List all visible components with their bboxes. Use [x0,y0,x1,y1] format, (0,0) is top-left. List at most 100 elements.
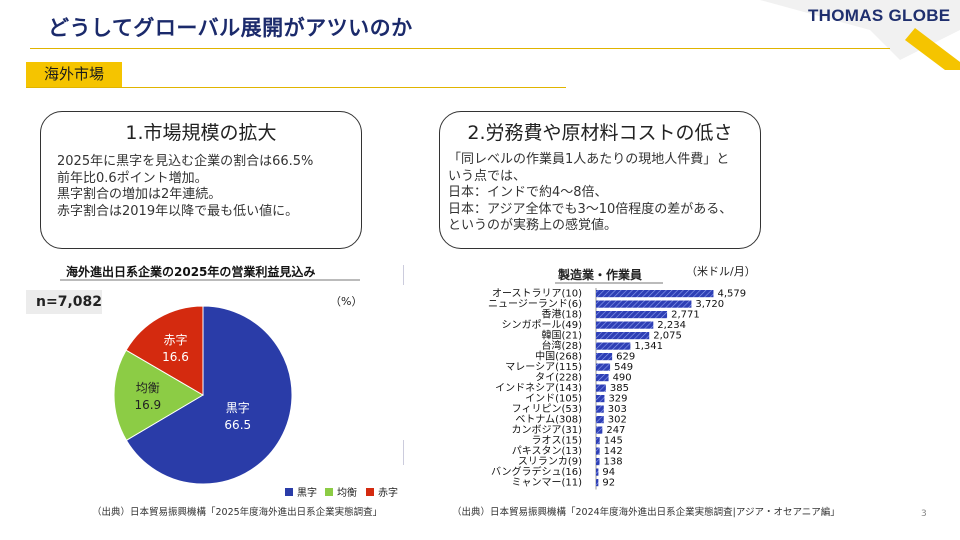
bar-value-label: 629 [616,352,635,363]
bar-category-label: フィリピン(53) [512,403,582,415]
title-underline [30,48,890,49]
card-line: 「同レベルの作業員1人あたりの現地人件費」と [448,152,730,167]
pie-slice-label: 均衡 [136,381,160,395]
bar-category-label: インド(105) [525,394,582,405]
divider [403,440,404,465]
bar-chart-title: 製造業・作業員 [558,268,643,282]
bar-category-label: 中国(268) [535,350,582,363]
market-size-card: 1.市場規模の拡大 2025年に黒字を見込む企業の割合は66.5% 前年比0.6… [40,111,362,249]
bar-category-label: バングラデシュ(16) [491,465,582,478]
pie-title-underline [60,279,360,281]
bar [596,384,606,392]
section-tag: 海外市場 [26,62,122,87]
bar-value-label: 94 [602,467,615,478]
bar [596,479,599,487]
pie-slice-label: 黒字 [226,400,250,415]
bar-category-label: シンガポール(49) [501,319,582,331]
bar [596,321,654,329]
bar-unit-label: （米ドル/月） [686,265,756,278]
legend-item: 赤字 [366,484,398,499]
pie-slice-1 [113,349,204,441]
bar-source: （出典）日本貿易振興機構「2024年度海外進出日系企業実態調査|アジア・オセアニ… [452,507,840,518]
legend-item: 黒字 [285,484,317,499]
bar-category-label: 香港(18) [541,309,582,321]
pie-slice-value: 16.9 [134,398,161,412]
legend-label: 黒字 [297,488,317,499]
card-body: 「同レベルの作業員1人あたりの現地人件費」と いう点では、 日本：インドで約4〜… [448,152,752,235]
bar-category-label: スリランカ(9) [518,456,582,468]
bar-value-label: 385 [610,383,629,394]
bar-value-label: 2,075 [653,331,682,342]
bar [596,363,611,371]
legend-swatch [285,487,293,496]
bar-value-label: 2,234 [657,320,686,331]
card-line: 2025年に黒字を見込む企業の割合は66.5% [57,154,314,169]
bar-value-label: 303 [608,404,627,415]
pie-chart-title: 海外進出日系企業の2025年の営業利益見込み [66,265,316,279]
bar-category-label: タイ(228) [535,372,582,384]
bar-value-label: 3,720 [695,299,724,310]
bar [596,416,604,424]
pie-slice-2 [125,305,204,396]
bar [596,290,714,298]
legend-item: 均衡 [325,484,357,499]
bar [596,395,605,403]
bar-category-label: 韓国(21) [541,330,582,342]
bar [596,405,604,413]
card-line: 赤字割合は2019年以降で最も低い値に。 [57,203,299,219]
bar-value-label: 329 [608,394,627,405]
legend-swatch [366,487,374,496]
pie-source: （出典）日本貿易振興機構「2025年度海外進出日系企業実態調査」 [92,507,383,518]
bar-category-label: パキスタン(13) [512,445,582,457]
bar-value-label: 490 [613,373,632,384]
card-line: 日本：アジア全体でも3〜10倍程度の差がある、 [448,201,733,217]
bar-value-label: 549 [614,362,633,373]
card-line: いう点では、 [448,168,527,184]
bar-value-label: 138 [604,457,623,468]
bar [596,426,603,434]
bar-value-label: 1,341 [634,341,663,352]
pie-slice-value: 66.5 [224,418,251,432]
logo-decoration [760,0,960,70]
bar-category-label: インドネシア(143) [495,382,582,394]
bar-category-label: 台湾(28) [541,339,582,352]
divider [403,265,404,285]
card-line: 黒字割合の増加は2年連続。 [57,187,222,202]
legend-label: 均衡 [337,488,357,499]
bar-value-label: 4,579 [717,289,746,300]
bar-value-label: 247 [606,425,625,436]
bar [596,300,692,308]
card-title: 1.市場規模の拡大 [125,122,277,144]
bar [596,353,613,361]
page-number: 3 [921,509,927,519]
bar [596,332,650,340]
card-body: 2025年に黒字を見込む企業の割合は66.5% 前年比0.6ポイント増加。 黒字… [57,154,353,220]
bar [596,374,609,382]
bar-category-label: ミャンマー(11) [511,478,582,489]
bar [596,342,631,350]
card-line: 日本：インドで約4〜8倍、 [448,185,608,200]
section-underline [26,87,566,88]
bar-title-underline [555,282,663,284]
bar-category-label: カンボジア(31) [511,424,582,436]
bar [596,311,668,319]
legend-swatch [325,487,333,496]
bar-category-label: ベトナム(308) [515,414,582,426]
legend-label: 赤字 [378,488,398,499]
labor-cost-card: 2.労務費や原材料コストの低さ 「同レベルの作業員1人あたりの現地人件費」と い… [439,111,761,249]
bar-value-label: 92 [602,478,615,489]
card-line: というのが実務上の感覚値。 [448,218,618,233]
pie-slice-0 [125,305,293,485]
card-title: 2.労務費や原材料コストの低さ [467,122,733,144]
bar-category-label: オーストラリア(10) [492,288,582,300]
pie-unit-label: （%） [330,295,363,308]
bar [596,458,600,466]
bar [596,437,600,445]
bar [596,468,599,476]
pie-slice-label: 赤字 [164,332,188,347]
bar-value-label: 302 [608,415,627,426]
bar-category-label: ニュージーランド(6) [488,298,582,310]
bar [596,447,600,455]
